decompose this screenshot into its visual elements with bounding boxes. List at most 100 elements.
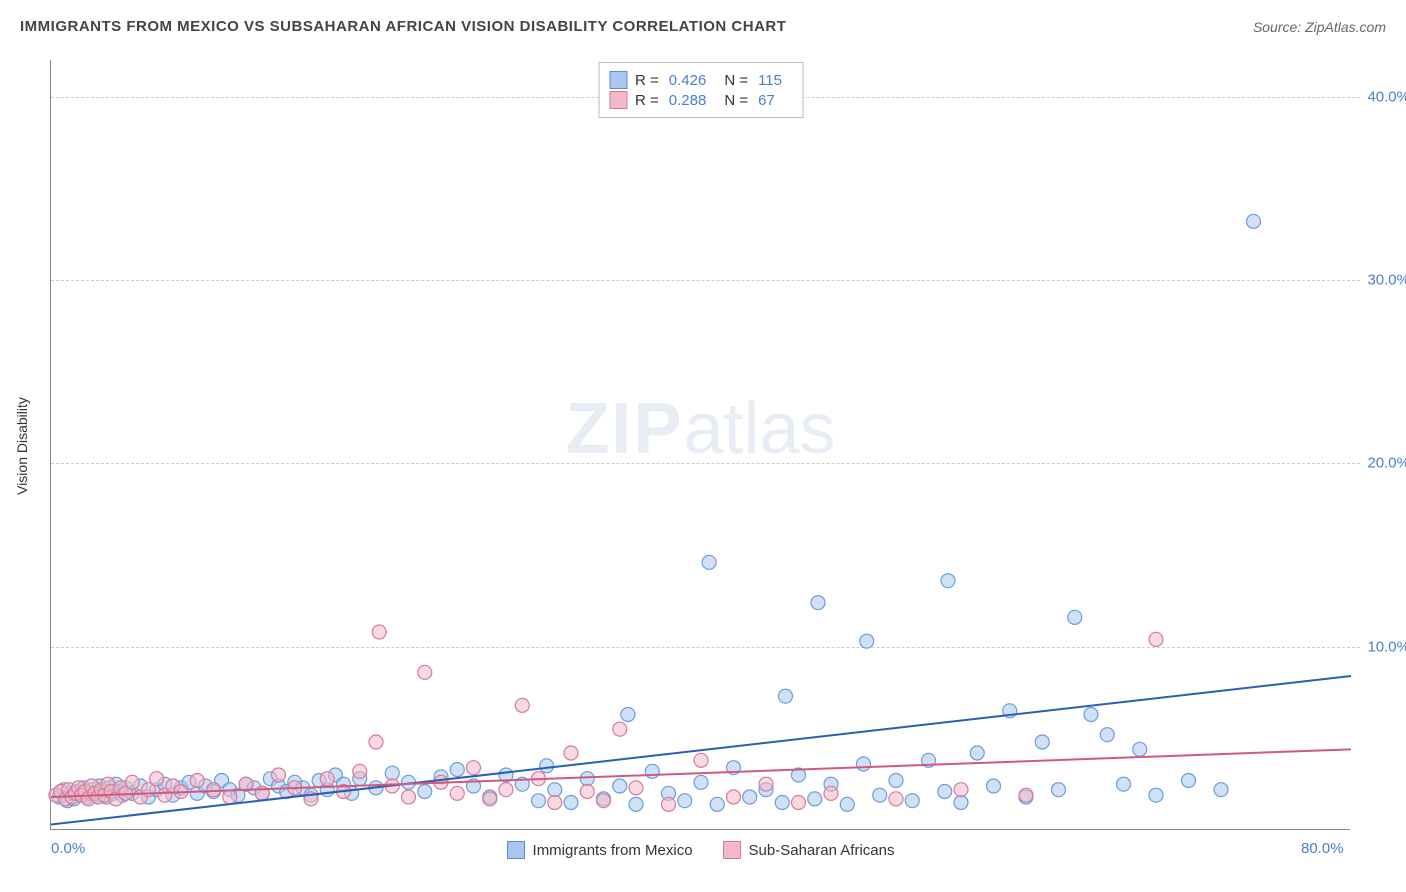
legend-series-label: Sub-Saharan Africans	[749, 842, 895, 859]
scatter-point	[1149, 632, 1163, 646]
legend-swatch	[609, 91, 627, 109]
scatter-point	[1068, 610, 1082, 624]
x-tick-label: 0.0%	[51, 840, 85, 857]
scatter-point	[450, 786, 464, 800]
legend-r-label: R =	[635, 92, 659, 109]
scatter-point	[150, 772, 164, 786]
scatter-point	[207, 783, 221, 797]
scatter-point	[548, 796, 562, 810]
scatter-point	[1019, 788, 1033, 802]
legend-stat-row: R =0.426N =115	[609, 71, 792, 89]
scatter-point	[1214, 783, 1228, 797]
scatter-point	[824, 786, 838, 800]
scatter-point	[662, 797, 676, 811]
scatter-point	[418, 665, 432, 679]
scatter-point	[1247, 214, 1261, 228]
scatter-point	[369, 735, 383, 749]
scatter-point	[987, 779, 1001, 793]
scatter-point	[889, 774, 903, 788]
scatter-point	[125, 775, 139, 789]
scatter-point	[540, 759, 554, 773]
scatter-point	[743, 790, 757, 804]
y-tick-label: 30.0%	[1367, 272, 1406, 289]
scatter-point	[548, 783, 562, 797]
scatter-point	[1133, 742, 1147, 756]
scatter-point	[580, 785, 594, 799]
scatter-point	[532, 794, 546, 808]
scatter-point	[450, 763, 464, 777]
scatter-point	[613, 779, 627, 793]
legend-swatch	[507, 841, 525, 859]
scatter-point	[353, 764, 367, 778]
x-tick-label: 80.0%	[1301, 840, 1344, 857]
scatter-point	[954, 783, 968, 797]
scatter-point	[860, 634, 874, 648]
scatter-point	[613, 722, 627, 736]
scatter-point	[190, 774, 204, 788]
scatter-point	[645, 764, 659, 778]
scatter-point	[580, 772, 594, 786]
legend-n-label: N =	[724, 72, 748, 89]
scatter-point	[840, 797, 854, 811]
scatter-point	[905, 794, 919, 808]
scatter-point	[621, 708, 635, 722]
scatter-point	[564, 746, 578, 760]
legend-series-item: Immigrants from Mexico	[507, 841, 693, 859]
scatter-point	[694, 753, 708, 767]
y-tick-label: 10.0%	[1367, 638, 1406, 655]
source-label: Source: ZipAtlas.com	[1253, 19, 1386, 35]
scatter-point	[1084, 708, 1098, 722]
scatter-point	[710, 797, 724, 811]
scatter-point	[385, 766, 399, 780]
scatter-point	[811, 596, 825, 610]
scatter-point	[629, 797, 643, 811]
legend-r-value: 0.288	[669, 92, 707, 109]
legend-stat-row: R = 0.288 N = 67	[609, 91, 792, 109]
scatter-point	[1100, 728, 1114, 742]
scatter-point	[272, 768, 286, 782]
scatter-point	[857, 757, 871, 771]
scatter-point	[1035, 735, 1049, 749]
scatter-point	[970, 746, 984, 760]
scatter-point	[564, 796, 578, 810]
scatter-point	[759, 777, 773, 791]
scatter-point	[938, 785, 952, 799]
scatter-point	[941, 574, 955, 588]
scatter-point	[702, 555, 716, 569]
scatter-point	[727, 790, 741, 804]
scatter-point	[372, 625, 386, 639]
scatter-point	[597, 794, 611, 808]
scatter-point	[483, 792, 497, 806]
scatter-point	[792, 796, 806, 810]
legend-r-value: 0.426	[669, 72, 707, 89]
scatter-point	[873, 788, 887, 802]
scatter-point	[1052, 783, 1066, 797]
scatter-point	[467, 761, 481, 775]
legend-n-value: 115	[758, 72, 782, 89]
scatter-point	[1182, 774, 1196, 788]
scatter-point	[418, 785, 432, 799]
scatter-point	[694, 775, 708, 789]
scatter-point	[629, 781, 643, 795]
legend-stats: R = 0.426 N = 115 R = 0.288 N = 67	[598, 62, 803, 118]
legend-series: Immigrants from Mexico Sub-Saharan Africa…	[507, 841, 895, 859]
legend-swatch	[609, 71, 627, 89]
scatter-point	[515, 698, 529, 712]
chart-title: IMMIGRANTS FROM MEXICO VS SUBSAHARAN AFR…	[20, 18, 786, 35]
y-tick-label: 20.0%	[1367, 455, 1406, 472]
y-tick-label: 40.0%	[1367, 88, 1406, 105]
scatter-point	[779, 689, 793, 703]
scatter-point	[808, 792, 822, 806]
scatter-point	[678, 794, 692, 808]
y-axis-title: Vision Disability	[14, 397, 30, 495]
scatter-point	[320, 772, 334, 786]
title-bar: IMMIGRANTS FROM MEXICO VS SUBSAHARAN AFR…	[20, 18, 1386, 35]
scatter-point	[1149, 788, 1163, 802]
legend-series-item: Sub-Saharan Africans	[723, 841, 895, 859]
scatter-point	[1117, 777, 1131, 791]
scatter-point	[402, 790, 416, 804]
legend-n-label: N =	[724, 92, 748, 109]
scatter-point	[775, 796, 789, 810]
plot-area: ZIPatlas 10.0%20.0%30.0%40.0% R =0.426N …	[50, 60, 1350, 830]
legend-n-value: 67	[758, 92, 775, 109]
